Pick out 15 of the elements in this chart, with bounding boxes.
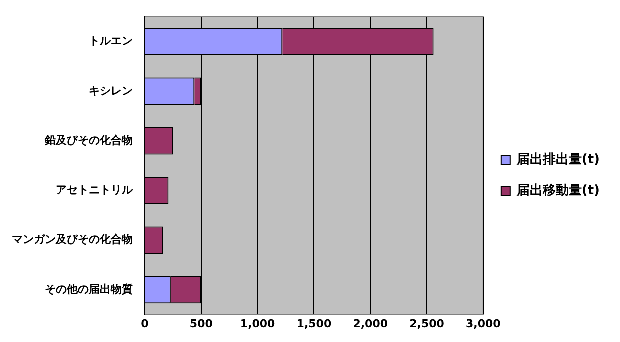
legend-label: 届出移動量(t): [516, 183, 600, 198]
x-tick-label: 3,000: [466, 317, 502, 330]
x-tick-label: 2,500: [410, 317, 445, 330]
x-tick-label: 500: [190, 317, 214, 330]
y-tick-label: マンガン及びその化合物: [12, 233, 133, 246]
x-tick-label: 1,000: [240, 317, 276, 330]
y-tick-label: アセトニトリル: [56, 184, 134, 197]
y-tick-label: 鉛及びその化合物: [44, 134, 133, 147]
y-tick-label: トルエン: [89, 34, 133, 48]
y-tick-label: その他の届出物質: [45, 282, 133, 296]
y-tick-label: キシレン: [89, 84, 133, 98]
legend-label: 届出排出量(t): [516, 152, 600, 168]
x-tick-label: 2,000: [353, 317, 388, 330]
x-tick-label: 0: [141, 317, 150, 330]
x-tick-label: 1,500: [296, 317, 332, 330]
